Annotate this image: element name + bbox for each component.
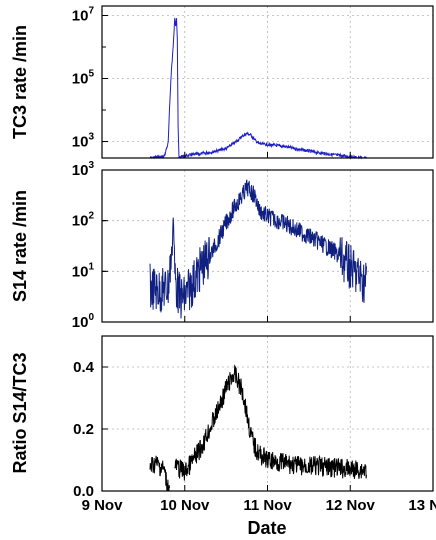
panel-s14-y-ticks: 103 102 101 100	[72, 160, 108, 331]
panel-s14-grid	[102, 170, 433, 322]
panel-ratio-grid	[102, 336, 433, 491]
x-tick-label: 11 Nov	[243, 497, 292, 514]
y-tick-label: 105	[72, 69, 95, 88]
x-axis-ticks: 9 Nov 10 Nov 11 Nov 12 Nov 13 Nov	[82, 152, 436, 514]
y-tick-label: 0.0	[73, 483, 94, 500]
tc3-y-axis-label: TC3 rate /min	[10, 25, 30, 139]
s14-y-axis-label: S14 rate /min	[10, 190, 30, 302]
x-tick-label: 9 Nov	[82, 497, 124, 514]
y-tick-label: 103	[72, 132, 95, 151]
panel-s14: 103 102 101 100 S14 rate /min	[10, 160, 434, 331]
y-tick-label: 107	[72, 5, 95, 24]
panel-tc3-grid	[102, 6, 433, 158]
y-tick-label: 101	[72, 261, 95, 280]
s14-rate-series-line	[149, 179, 367, 319]
panel-ratio-y-ticks: 0.4 0.2 0.0	[73, 359, 108, 500]
panel-tc3-y-ticks: 107 105 103	[72, 5, 108, 151]
panel-tc3: 107 105 103 TC3 rate /min	[10, 5, 434, 160]
y-tick-label: 102	[72, 211, 95, 230]
x-tick-label: 13 Nov	[408, 497, 436, 514]
x-tick-label: 12 Nov	[326, 497, 376, 514]
y-tick-label: 100	[72, 312, 95, 331]
x-axis-label: Date	[247, 518, 286, 538]
x-tick-label: 10 Nov	[160, 497, 210, 514]
ratio-y-axis-label: Ratio S14/TC3	[10, 352, 30, 473]
tc3-rate-series-line	[149, 17, 367, 160]
y-tick-label: 0.4	[73, 359, 95, 376]
y-tick-label: 103	[72, 160, 95, 179]
ratio-series-line	[149, 364, 367, 492]
y-tick-label: 0.2	[73, 421, 94, 438]
